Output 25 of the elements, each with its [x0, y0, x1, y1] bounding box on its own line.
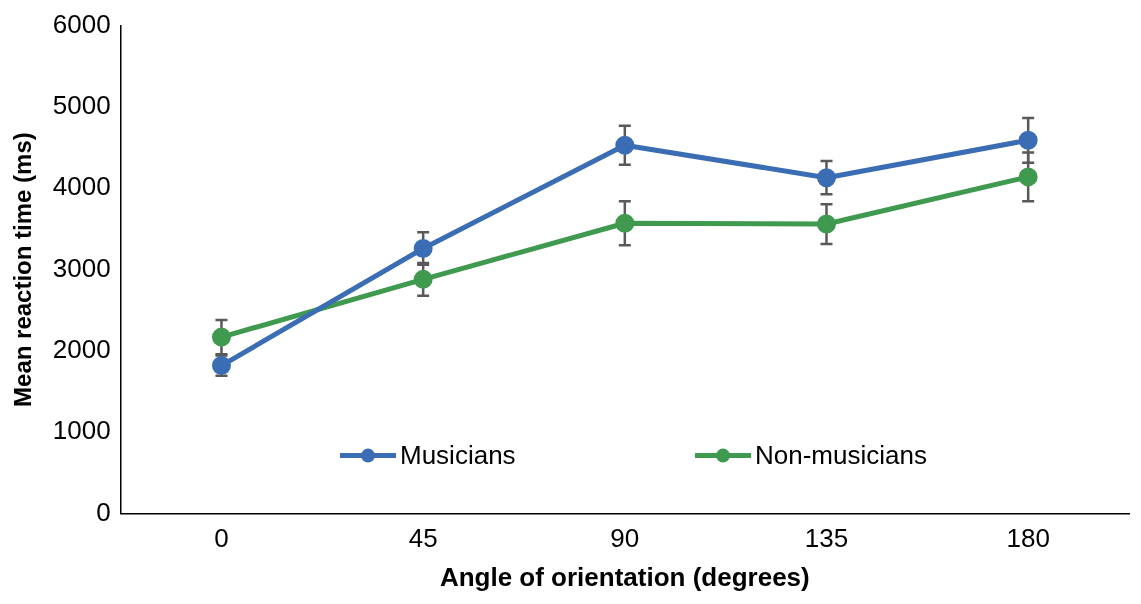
point [615, 213, 635, 233]
y-tick-label: 6000 [52, 8, 111, 39]
point [1018, 130, 1038, 150]
legend-label: Musicians [400, 439, 516, 470]
point [413, 238, 433, 258]
x-axis-title: Angle of orientation (degrees) [439, 561, 810, 592]
x-tick-label: 90 [610, 523, 640, 554]
y-tick-label: 2000 [52, 334, 111, 365]
y-tick-label: 4000 [52, 171, 111, 202]
y-tick-label: 1000 [52, 415, 111, 446]
y-tick-label: 0 [96, 496, 111, 527]
point [816, 168, 836, 188]
legend-label: Non-musicians [755, 439, 927, 470]
point [413, 269, 433, 289]
y-axis-title: Mean reaction time (ms) [9, 132, 37, 407]
point [816, 214, 836, 234]
x-tick-label: 0 [214, 523, 229, 554]
x-tick-label: 45 [408, 523, 438, 554]
x-tick-label: 180 [1006, 523, 1050, 554]
point [615, 135, 635, 155]
x-tick-label: 135 [804, 523, 849, 554]
y-tick-label: 3000 [52, 252, 111, 283]
point [211, 327, 231, 347]
y-tick-label: 5000 [52, 90, 111, 121]
point [1018, 167, 1038, 187]
